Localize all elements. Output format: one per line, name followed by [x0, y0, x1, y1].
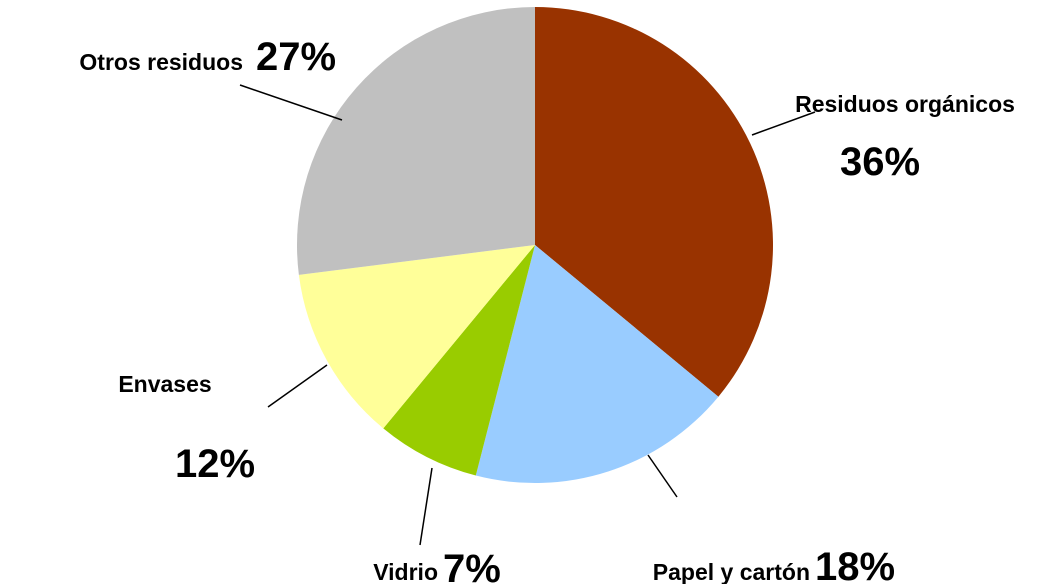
pie-slice	[383, 245, 535, 476]
leader-line	[647, 454, 678, 498]
slice-label: Envases	[118, 371, 211, 397]
slice-value-label: 7%	[443, 547, 501, 584]
slice-label: Otros residuos	[79, 49, 243, 75]
slice-value-label: 36%	[840, 140, 920, 184]
leader-line	[239, 84, 343, 121]
leader-line	[419, 467, 433, 546]
pie-slice	[298, 245, 535, 429]
slice-label: Residuos orgánicos	[795, 91, 1015, 117]
slice-label: Papel y cartón	[653, 559, 810, 584]
pie-slice	[535, 7, 773, 397]
leader-line	[267, 364, 328, 408]
slice-value-label: 18%	[815, 545, 895, 584]
pie-slice	[296, 7, 535, 275]
slice-label: Vidrio	[373, 559, 438, 584]
slice-value-label: 12%	[175, 442, 255, 486]
pie-slice	[475, 245, 719, 483]
leader-line	[751, 111, 816, 136]
slice-value-label: 27%	[256, 35, 336, 79]
